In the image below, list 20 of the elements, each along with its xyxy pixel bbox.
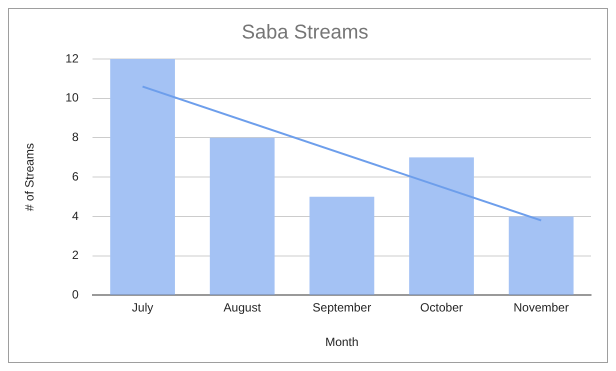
y-tick-label: 12	[65, 51, 80, 66]
y-tick-label: 0	[72, 288, 80, 302]
bar	[110, 59, 175, 295]
x-tick-label: July	[132, 300, 154, 315]
y-tick-label: 4	[72, 208, 80, 223]
bar	[210, 138, 275, 295]
bar	[409, 157, 474, 295]
x-tick-label: October	[420, 300, 463, 315]
y-tick-label: 8	[72, 130, 80, 144]
y-tick-label: 10	[65, 90, 80, 105]
bar	[508, 216, 574, 295]
bar	[309, 196, 374, 295]
x-tick-label: August	[224, 300, 262, 315]
x-axis-title: Month	[325, 335, 359, 350]
y-axis-title: # of Streams	[22, 143, 37, 212]
chart-title: Saba Streams	[242, 22, 368, 44]
y-tick-label: 6	[72, 169, 80, 184]
x-tick-label: September	[312, 300, 372, 315]
x-tick-label: November	[513, 300, 569, 315]
y-tick-label: 2	[72, 248, 80, 262]
